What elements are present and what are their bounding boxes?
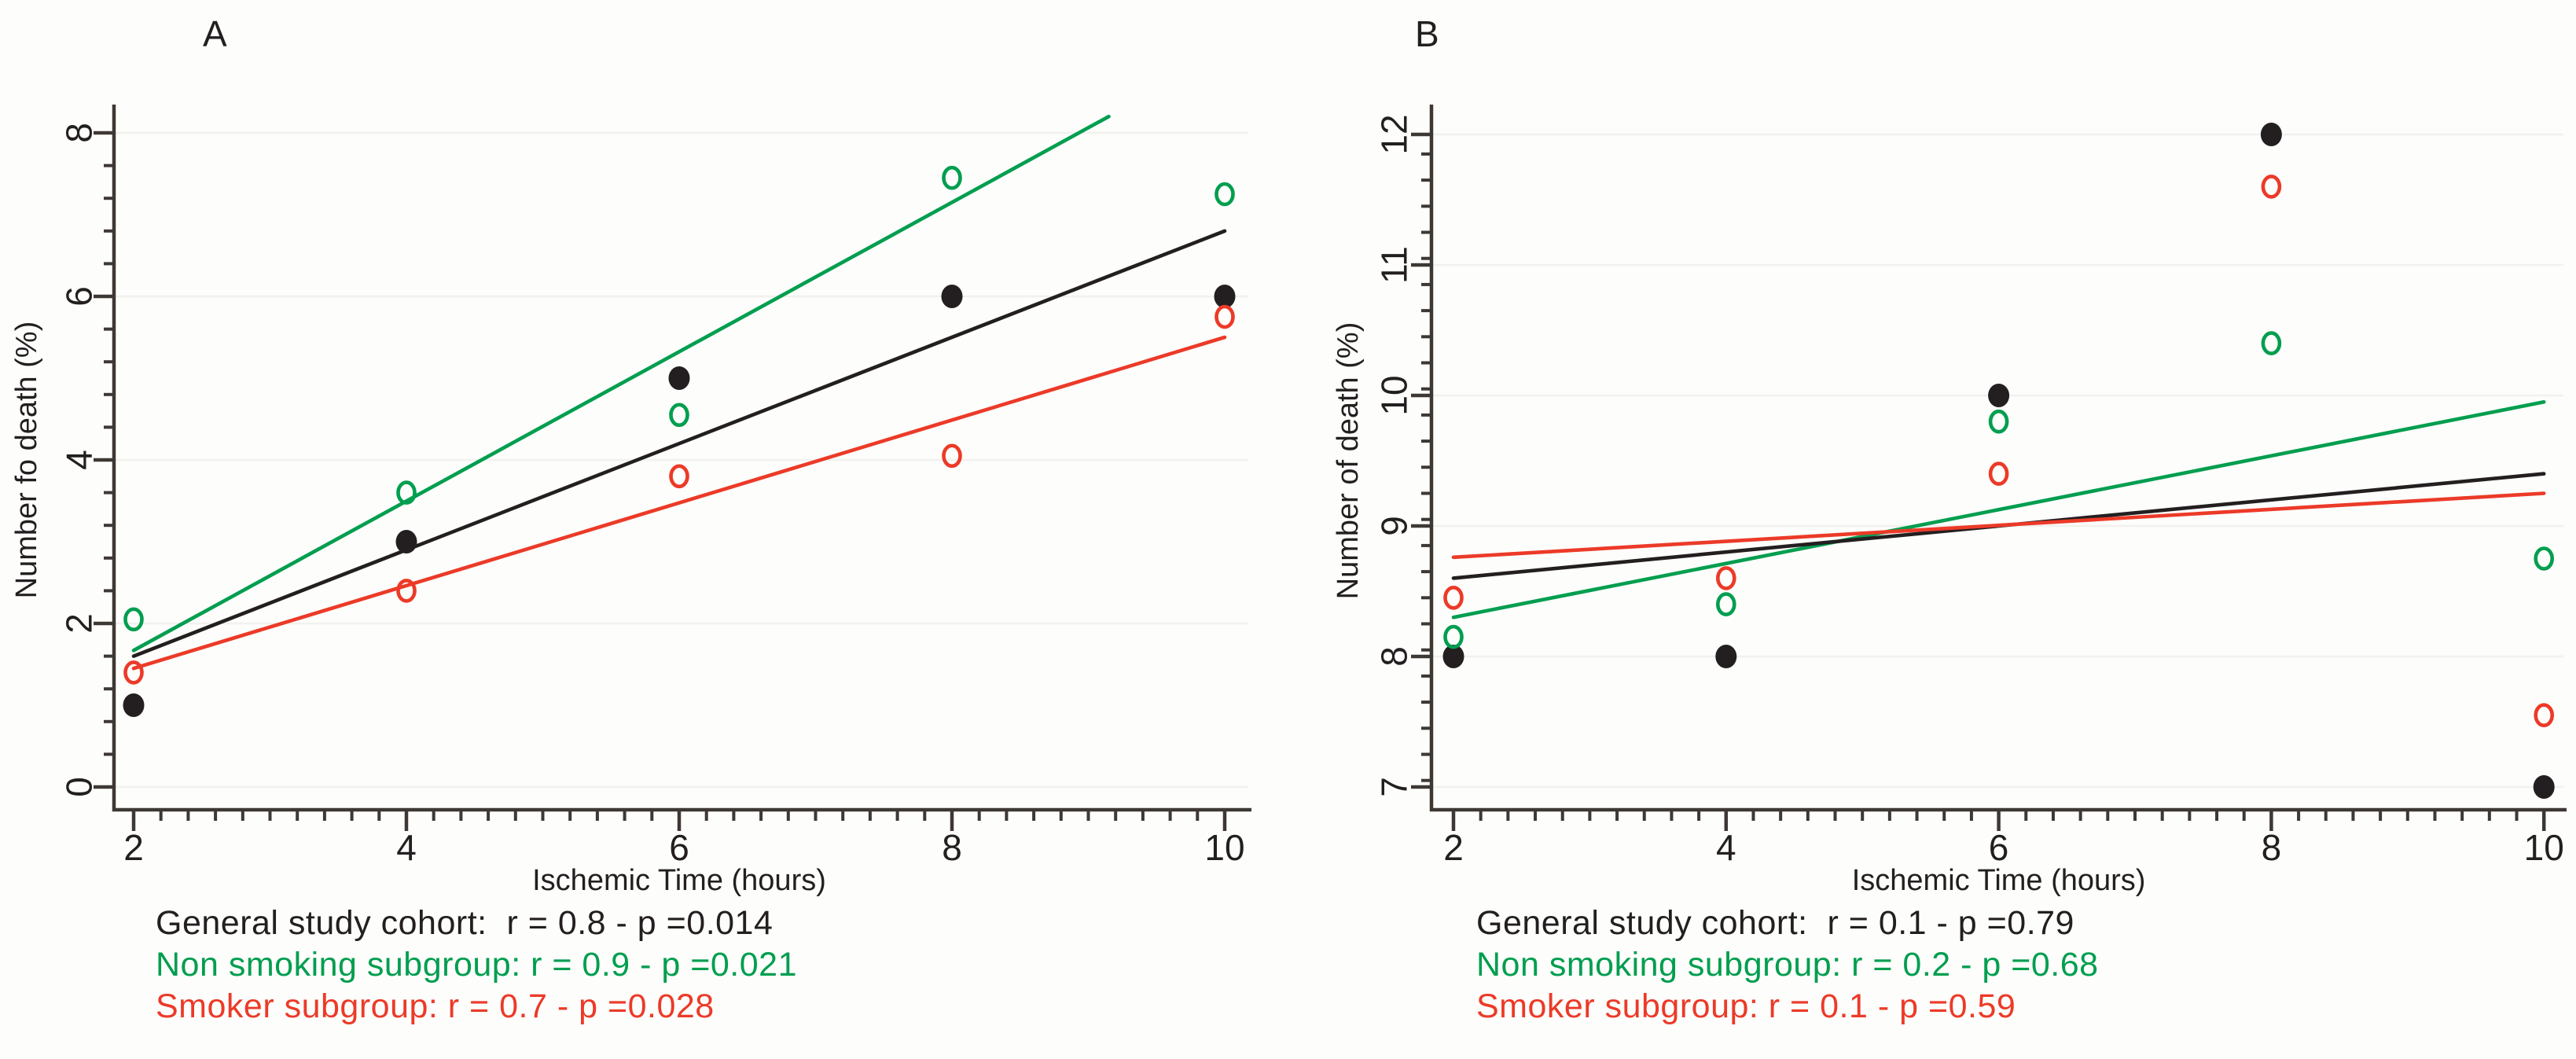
legend-line-non-smoking: Non smoking subgroup: r = 0.9 - p =0.021 (156, 946, 797, 984)
y-tick-label: 6 (59, 286, 100, 307)
x-axis-title: Ischemic Time (hours) (532, 864, 826, 896)
point-general (2260, 123, 2282, 146)
y-tick-label: 9 (1374, 516, 1415, 536)
point-non_smoking (396, 480, 417, 505)
y-tick-label: 2 (59, 613, 100, 634)
point-non_smoking (2534, 546, 2554, 571)
point-non_smoking (1988, 409, 2009, 434)
legend-line-general: General study cohort: r = 0.8 - p =0.014 (156, 904, 774, 942)
point-smoker (669, 464, 689, 489)
y-tick-label: 4 (59, 450, 100, 470)
point-general (1214, 285, 1236, 308)
point-smoker (123, 660, 144, 685)
point-general (1715, 645, 1737, 668)
point-smoker (942, 443, 962, 469)
x-tick-label: 2 (1443, 827, 1464, 868)
y-axis-title: Number of death (%) (1332, 322, 1365, 600)
point-general (1988, 384, 2010, 407)
y-tick-label: 8 (1374, 646, 1415, 667)
point-smoker (2261, 175, 2282, 199)
point-smoker (396, 579, 417, 603)
x-axis-title: Ischemic Time (hours) (1852, 864, 2146, 896)
point-smoker (1715, 566, 1736, 590)
point-smoker (1443, 585, 1464, 610)
x-tick-label: 6 (1989, 827, 2009, 868)
legend-line-smoker: Smoker subgroup: r = 0.1 - p =0.59 (1476, 987, 2016, 1025)
x-tick-label: 10 (2524, 827, 2564, 868)
y-tick-label: 7 (1374, 777, 1415, 797)
legend-line-general: General study cohort: r = 0.1 - p =0.79 (1476, 904, 2074, 942)
y-tick-label: 8 (59, 123, 100, 143)
point-smoker (2534, 703, 2554, 728)
x-tick-label: 4 (1716, 827, 1736, 868)
legend-line-smoker: Smoker subgroup: r = 0.7 - p =0.028 (156, 987, 715, 1025)
panel-a-letter: A (203, 13, 227, 54)
legend-line-non-smoking: Non smoking subgroup: r = 0.2 - p =0.68 (1476, 946, 2099, 984)
point-general (123, 693, 145, 717)
y-tick-label: 10 (1374, 375, 1415, 415)
x-tick-label: 4 (396, 827, 417, 868)
fit-line-non_smoking (131, 114, 1111, 653)
point-non_smoking (1215, 182, 1235, 207)
x-tick-label: 8 (2262, 827, 2282, 868)
legend-a: General study cohort: r = 0.8 - p =0.014… (156, 903, 797, 1028)
fit-line-general (131, 229, 1227, 658)
y-axis-title: Number fo death (%) (10, 322, 43, 599)
x-tick-label: 2 (123, 827, 144, 868)
point-general (1442, 645, 1464, 668)
point-non_smoking (123, 607, 144, 632)
y-tick-label: 0 (59, 777, 100, 797)
point-general (395, 530, 417, 553)
fit-line-non_smoking (1451, 399, 2546, 620)
x-tick-label: 10 (1204, 827, 1244, 868)
point-general (668, 366, 690, 390)
scatter-plot-b: 7 8 9 10 11 12 2 4 6 8 10 Ischemic Time (hours) Numb… (1332, 105, 2567, 896)
point-general (941, 285, 963, 308)
panel-a: A 0 2 4 6 8 2 4 6 8 10 Ischemic Time (hours) Number… (0, 0, 1288, 896)
y-tick-label: 12 (1374, 114, 1415, 154)
point-smoker (1215, 304, 1235, 329)
point-non_smoking (942, 165, 962, 190)
point-non_smoking (2261, 331, 2282, 355)
x-tick-label: 8 (942, 827, 962, 868)
fit-line-smoker (131, 335, 1227, 671)
fit-line-smoker (1451, 491, 2546, 560)
legend-b: General study cohort: r = 0.1 - p =0.79 … (1476, 903, 2099, 1028)
point-smoker (1988, 461, 2009, 486)
point-non_smoking (1715, 592, 1736, 616)
y-tick-label: 11 (1374, 246, 1415, 284)
panel-b: B 7 8 9 10 11 12 2 4 6 8 10 Ischemic Time (hours) Nu… (1288, 0, 2576, 896)
point-non_smoking (1443, 624, 1464, 649)
x-tick-label: 6 (669, 827, 689, 868)
panel-b-letter: B (1415, 13, 1439, 54)
scatter-plot-a: 0 2 4 6 8 2 4 6 8 10 Ischemic Time (hours) Number f… (10, 105, 1251, 896)
point-general (2533, 775, 2555, 799)
point-non_smoking (669, 403, 689, 428)
